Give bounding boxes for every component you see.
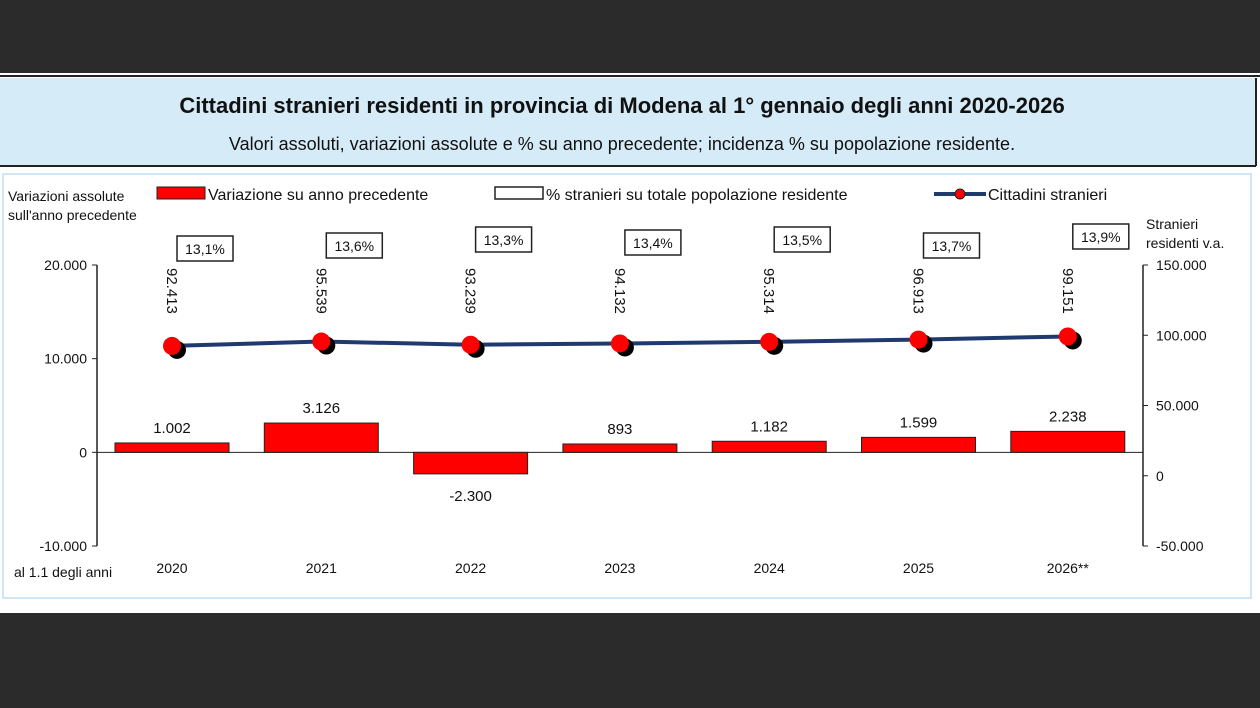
- x-tick-label: 2024: [754, 560, 785, 576]
- x-tick-label: 2020: [156, 560, 187, 576]
- x-tick-label: 2022: [455, 560, 486, 576]
- percent-box: [325, 232, 384, 259]
- percent-box: [176, 235, 234, 262]
- legend: Variazione su anno precedente % stranier…: [156, 186, 1107, 204]
- bar-data-label: 1.182: [750, 418, 788, 435]
- percent-label: 13,4%: [633, 235, 673, 251]
- x-tick-label: 2026**: [1047, 560, 1090, 576]
- bar-data-label: 1.599: [900, 414, 938, 431]
- left-tick-label: 20.000: [44, 257, 87, 273]
- left-axis-label: Variazioni assolute sull'anno precedente: [8, 188, 137, 223]
- x-tick-label: 2021: [306, 560, 337, 576]
- chart-subtitle: Valori assoluti, variazioni assolute e %…: [229, 134, 1015, 154]
- legend-marker: [954, 188, 966, 200]
- percent-label: 13,5%: [782, 232, 822, 248]
- bar: [562, 443, 678, 453]
- percent-label: 13,3%: [484, 232, 524, 248]
- line-data-label: 99.151: [1059, 268, 1076, 314]
- line-data-label: 93.239: [462, 268, 479, 314]
- right-tick-label: 50.000: [1156, 398, 1199, 414]
- title-box: [0, 78, 1256, 166]
- right-tick-label: 150.000: [1156, 257, 1207, 273]
- line-marker: [610, 334, 629, 353]
- line-marker: [909, 330, 928, 349]
- bar-data-label: 1.002: [153, 420, 191, 437]
- bar-data-label: -2.300: [449, 488, 492, 505]
- right-tick-label: 0: [1156, 468, 1164, 484]
- legend-swatch-box: [494, 186, 544, 200]
- line-marker: [312, 332, 331, 351]
- chart-title: Cittadini stranieri residenti in provinc…: [179, 93, 1064, 118]
- line-data-label: 92.413: [163, 268, 180, 314]
- right-axis-label: Stranieri residenti v.a.: [1146, 216, 1225, 251]
- bar: [413, 451, 529, 475]
- percent-box: [773, 226, 831, 253]
- percent-box: [922, 232, 981, 259]
- legend-swatch-bar: [156, 186, 206, 200]
- line-data-label: 95.314: [760, 268, 777, 314]
- line-data-label: 96.913: [910, 268, 927, 314]
- bar-data-label: 2.238: [1049, 408, 1087, 425]
- right-tick-label: 100.000: [1156, 327, 1207, 343]
- bar: [114, 442, 230, 453]
- percent-box: [1072, 223, 1130, 250]
- x-tick-label: 2025: [903, 560, 934, 576]
- bar: [861, 436, 976, 453]
- left-tick-label: -10.000: [40, 538, 88, 554]
- x-axis-label: al 1.1 degli anni: [14, 564, 112, 580]
- line-marker: [163, 336, 181, 355]
- bar-data-label: 893: [607, 421, 632, 438]
- bar: [1010, 430, 1126, 453]
- left-tick-label: 0: [79, 444, 87, 460]
- legend-label-box: % stranieri su totale popolazione reside…: [546, 187, 848, 204]
- line-marker: [1058, 327, 1077, 346]
- legend-label-line: Cittadini stranieri: [988, 187, 1107, 204]
- line-marker: [760, 332, 779, 351]
- bar: [711, 440, 827, 453]
- line-data-label: 94.132: [611, 268, 628, 314]
- bar: [263, 422, 379, 453]
- left-tick-label: 10.000: [44, 351, 87, 367]
- percent-box: [474, 226, 533, 253]
- percent-label: 13,9%: [1081, 229, 1121, 245]
- x-tick-label: 2023: [604, 560, 635, 576]
- line-marker: [461, 335, 480, 354]
- percent-box: [624, 229, 682, 256]
- line-data-label: 95.539: [312, 268, 329, 314]
- percent-label: 13,1%: [185, 241, 225, 257]
- legend-label-bar: Variazione su anno precedente: [208, 187, 428, 204]
- percent-label: 13,7%: [932, 238, 972, 254]
- bar-data-label: 3.126: [303, 400, 341, 417]
- percent-label: 13,6%: [334, 238, 374, 254]
- right-tick-label: -50.000: [1156, 538, 1204, 554]
